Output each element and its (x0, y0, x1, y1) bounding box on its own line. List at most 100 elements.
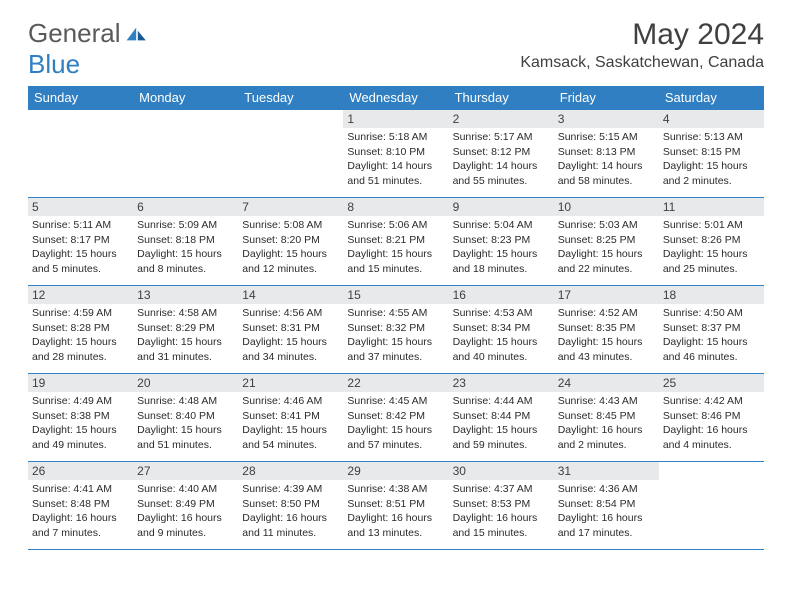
info-line: Sunrise: 4:45 AM (347, 395, 444, 409)
day-info: Sunrise: 4:44 AMSunset: 8:44 PMDaylight:… (453, 395, 550, 453)
day-info: Sunrise: 4:37 AMSunset: 8:53 PMDaylight:… (453, 483, 550, 541)
info-line: Sunset: 8:23 PM (453, 234, 550, 248)
info-line: and 43 minutes. (558, 351, 655, 365)
day-number: 18 (659, 286, 764, 304)
info-line: Sunrise: 4:43 AM (558, 395, 655, 409)
info-line: Sunset: 8:38 PM (32, 410, 129, 424)
info-line: and 15 minutes. (347, 263, 444, 277)
info-line: Sunset: 8:10 PM (347, 146, 444, 160)
info-line: Sunset: 8:12 PM (453, 146, 550, 160)
day-number: 25 (659, 374, 764, 392)
info-line: and 7 minutes. (32, 527, 129, 541)
info-line: and 34 minutes. (242, 351, 339, 365)
info-line: Sunrise: 5:06 AM (347, 219, 444, 233)
day-info: Sunrise: 4:58 AMSunset: 8:29 PMDaylight:… (137, 307, 234, 365)
info-line: and 37 minutes. (347, 351, 444, 365)
info-line: and 17 minutes. (558, 527, 655, 541)
day-number: 20 (133, 374, 238, 392)
info-line: Sunrise: 4:56 AM (242, 307, 339, 321)
info-line: Sunset: 8:41 PM (242, 410, 339, 424)
info-line: and 8 minutes. (137, 263, 234, 277)
day-number: 19 (28, 374, 133, 392)
info-line: Daylight: 15 hours (32, 336, 129, 350)
info-line: Daylight: 16 hours (558, 512, 655, 526)
day-info: Sunrise: 5:01 AMSunset: 8:26 PMDaylight:… (663, 219, 760, 277)
day-number: 17 (554, 286, 659, 304)
info-line: and 40 minutes. (453, 351, 550, 365)
day-number: 8 (343, 198, 448, 216)
day-info: Sunrise: 4:52 AMSunset: 8:35 PMDaylight:… (558, 307, 655, 365)
info-line: Sunrise: 4:52 AM (558, 307, 655, 321)
calendar-row: 19 Sunrise: 4:49 AMSunset: 8:38 PMDayligh… (28, 374, 764, 462)
calendar-cell (659, 462, 764, 550)
info-line: and 4 minutes. (663, 439, 760, 453)
day-info: Sunrise: 5:04 AMSunset: 8:23 PMDaylight:… (453, 219, 550, 277)
info-line: and 46 minutes. (663, 351, 760, 365)
info-line: Daylight: 15 hours (663, 336, 760, 350)
info-line: and 57 minutes. (347, 439, 444, 453)
info-line: Daylight: 15 hours (347, 336, 444, 350)
calendar-cell: 5Sunrise: 5:11 AMSunset: 8:17 PMDaylight… (28, 198, 133, 286)
info-line: and 58 minutes. (558, 175, 655, 189)
info-line: Sunset: 8:13 PM (558, 146, 655, 160)
day-info: Sunrise: 5:13 AMSunset: 8:15 PMDaylight:… (663, 131, 760, 189)
info-line: Sunrise: 5:04 AM (453, 219, 550, 233)
info-line: Sunset: 8:20 PM (242, 234, 339, 248)
info-line: and 13 minutes. (347, 527, 444, 541)
sail-icon (125, 18, 149, 48)
location-label: Kamsack, Saskatchewan, Canada (520, 54, 764, 72)
calendar-row: 5Sunrise: 5:11 AMSunset: 8:17 PMDaylight… (28, 198, 764, 286)
info-line: and 51 minutes. (137, 439, 234, 453)
day-header: Tuesday (238, 86, 343, 110)
info-line: Daylight: 16 hours (347, 512, 444, 526)
info-line: Sunset: 8:42 PM (347, 410, 444, 424)
info-line: Daylight: 15 hours (453, 336, 550, 350)
info-line: Sunrise: 5:15 AM (558, 131, 655, 145)
info-line: Daylight: 16 hours (453, 512, 550, 526)
calendar-body: 1Sunrise: 5:18 AMSunset: 8:10 PMDaylight… (28, 110, 764, 550)
info-line: Sunset: 8:54 PM (558, 498, 655, 512)
info-line: Daylight: 14 hours (347, 160, 444, 174)
info-line: Daylight: 14 hours (453, 160, 550, 174)
info-line: Sunset: 8:18 PM (137, 234, 234, 248)
day-info: Sunrise: 4:36 AMSunset: 8:54 PMDaylight:… (558, 483, 655, 541)
day-header: Monday (133, 86, 238, 110)
day-info: Sunrise: 4:40 AMSunset: 8:49 PMDaylight:… (137, 483, 234, 541)
info-line: Daylight: 16 hours (32, 512, 129, 526)
info-line: Sunset: 8:50 PM (242, 498, 339, 512)
day-info: Sunrise: 4:38 AMSunset: 8:51 PMDaylight:… (347, 483, 444, 541)
info-line: Sunset: 8:34 PM (453, 322, 550, 336)
calendar-cell: 14Sunrise: 4:56 AMSunset: 8:31 PMDayligh… (238, 286, 343, 374)
calendar-cell: 6Sunrise: 5:09 AMSunset: 8:18 PMDaylight… (133, 198, 238, 286)
calendar-cell: 24Sunrise: 4:43 AMSunset: 8:45 PMDayligh… (554, 374, 659, 462)
month-title: May 2024 (520, 18, 764, 52)
info-line: Sunrise: 4:48 AM (137, 395, 234, 409)
info-line: Sunrise: 4:44 AM (453, 395, 550, 409)
calendar-cell: 21Sunrise: 4:46 AMSunset: 8:41 PMDayligh… (238, 374, 343, 462)
day-info: Sunrise: 4:59 AMSunset: 8:28 PMDaylight:… (32, 307, 129, 365)
day-info: Sunrise: 5:08 AMSunset: 8:20 PMDaylight:… (242, 219, 339, 277)
info-line: Sunrise: 4:38 AM (347, 483, 444, 497)
day-number: 7 (238, 198, 343, 216)
day-info: Sunrise: 4:49 AMSunset: 8:38 PMDaylight:… (32, 395, 129, 453)
info-line: Daylight: 15 hours (558, 336, 655, 350)
calendar-cell: 4Sunrise: 5:13 AMSunset: 8:15 PMDaylight… (659, 110, 764, 198)
day-info: Sunrise: 4:48 AMSunset: 8:40 PMDaylight:… (137, 395, 234, 453)
day-info: Sunrise: 4:41 AMSunset: 8:48 PMDaylight:… (32, 483, 129, 541)
day-header: Wednesday (343, 86, 448, 110)
day-number: 21 (238, 374, 343, 392)
info-line: Daylight: 15 hours (347, 248, 444, 262)
info-line: Daylight: 16 hours (663, 424, 760, 438)
calendar-head: SundayMondayTuesdayWednesdayThursdayFrid… (28, 86, 764, 110)
info-line: Sunset: 8:48 PM (32, 498, 129, 512)
day-number: 30 (449, 462, 554, 480)
info-line: Sunset: 8:46 PM (663, 410, 760, 424)
info-line: Sunset: 8:45 PM (558, 410, 655, 424)
day-info: Sunrise: 4:53 AMSunset: 8:34 PMDaylight:… (453, 307, 550, 365)
calendar-cell: 19 Sunrise: 4:49 AMSunset: 8:38 PMDayligh… (28, 374, 133, 462)
info-line: and 31 minutes. (137, 351, 234, 365)
day-info: Sunrise: 5:06 AMSunset: 8:21 PMDaylight:… (347, 219, 444, 277)
info-line: Daylight: 15 hours (137, 424, 234, 438)
info-line: Sunrise: 5:18 AM (347, 131, 444, 145)
info-line: Daylight: 15 hours (663, 248, 760, 262)
